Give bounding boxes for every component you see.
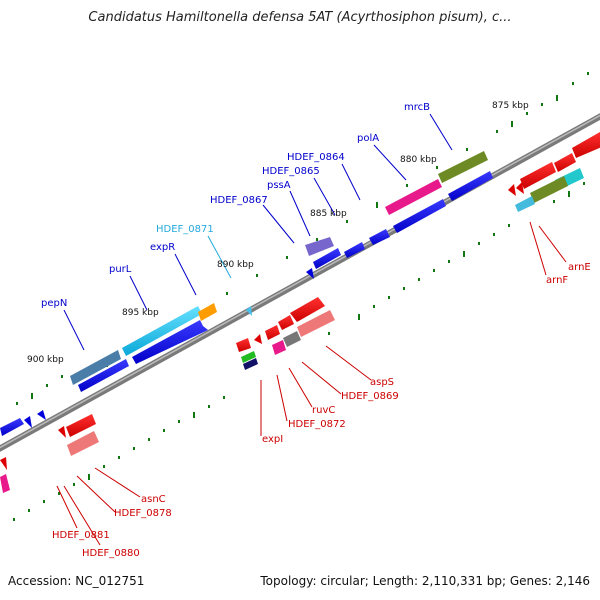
gene-label: ruvC (312, 405, 335, 416)
gene-label: expR (150, 242, 175, 253)
gene-label: HDEF_0864 (287, 152, 345, 163)
gene-label: HDEF_0871 (156, 224, 214, 235)
reverse-strand-genes (0, 132, 600, 493)
tick-row-lower (13, 182, 585, 521)
scale-label: 875 kbp (492, 101, 529, 111)
label-leaders (56, 113, 567, 546)
gene-label: pssA (267, 180, 291, 191)
gene-label: asnC (141, 494, 166, 505)
forward-gene-labels: mrcB polA HDEF_0864 HDEF_0865 pssA HDEF_… (41, 102, 430, 309)
gene-label: arnF (546, 275, 568, 286)
tick-marks (13, 72, 589, 521)
scale-labels: 875 kbp 880 kbp 885 kbp 890 kbp 895 kbp … (27, 101, 529, 365)
gene-label: HDEF_0865 (262, 166, 320, 177)
gene-label: HDEF_0867 (210, 195, 268, 206)
scale-label: 900 kbp (27, 355, 64, 365)
scale-label: 885 kbp (310, 209, 347, 219)
reverse-gene-labels: arnE arnF aspS HDEF_0869 ruvC HDEF_0872 … (52, 262, 591, 559)
genome-backbone (0, 113, 600, 452)
topology-summary: Topology: circular; Length: 2,110,331 bp… (260, 574, 590, 588)
gene-label: arnE (568, 262, 591, 273)
gene-label: HDEF_0878 (114, 508, 172, 519)
gene-label: aspS (370, 377, 394, 388)
reverse-arrow-icon[interactable] (290, 297, 325, 322)
scale-label: 880 kbp (400, 155, 437, 165)
forward-strand-genes (0, 151, 493, 436)
map-title: Candidatus Hamiltonella defensa 5AT (Acy… (88, 10, 512, 25)
gene-label: polA (357, 133, 379, 144)
gene-label: purL (109, 264, 132, 275)
gene-label: mrcB (404, 102, 430, 113)
scale-label: 895 kbp (122, 308, 159, 318)
forward-arrow-icon[interactable] (78, 359, 129, 392)
gene-label: HDEF_0872 (288, 419, 346, 430)
gene-label: HDEF_0880 (82, 548, 140, 559)
gene-label: pepN (41, 298, 67, 309)
gene-label: HDEF_0869 (341, 391, 399, 402)
scale-label: 890 kbp (217, 260, 254, 270)
gene-label: expI (262, 434, 283, 445)
gene-label: HDEF_0881 (52, 530, 110, 541)
accession-label: Accession: NC_012751 (8, 574, 145, 588)
tick-row-upper (16, 72, 589, 405)
